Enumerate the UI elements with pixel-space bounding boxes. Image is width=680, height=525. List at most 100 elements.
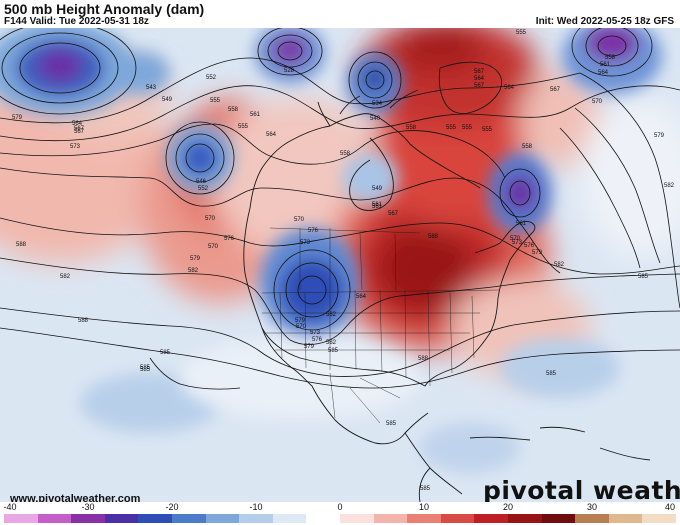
contour-label: 558	[340, 151, 351, 157]
init-time: Init: Wed 2022-05-25 18z GFS	[535, 16, 674, 27]
contour-label: 573	[310, 330, 321, 336]
colorbar-segment	[138, 514, 173, 523]
colorbar-segment	[608, 514, 643, 523]
contour-label: 558	[605, 55, 616, 61]
contour-label: 588	[428, 234, 439, 240]
colorbar-segment	[541, 514, 576, 523]
contour-label: 579	[12, 115, 23, 121]
contour-label: 582	[664, 183, 675, 189]
contour-label: 558	[406, 125, 417, 131]
contour-label: 588	[418, 356, 429, 362]
contour-label: 573	[300, 240, 311, 246]
contour-label: 561	[372, 202, 383, 208]
contour-label: 528	[284, 68, 295, 74]
contour-label: 561	[600, 62, 611, 68]
valid-time: F144 Valid: Tue 2022-05-31 18z	[4, 16, 149, 27]
colorbar-tick-label: 30	[586, 502, 598, 512]
contour-label: 564	[504, 85, 515, 91]
contour-label: 555	[446, 125, 457, 131]
map-header: 500 mb Height Anomaly (dam) F144 Valid: …	[0, 0, 680, 28]
contour-label: 576	[312, 337, 323, 343]
contour-label: 579	[190, 256, 201, 262]
contour-label: 570	[592, 99, 603, 105]
contour-label: 585	[160, 350, 171, 356]
contour-label: 564	[474, 76, 485, 82]
contour-label: 561	[250, 112, 261, 118]
colorbar-segment	[340, 514, 375, 523]
contour-labels: 552 555 546 543 549 552 555 558 561 564 …	[12, 30, 675, 492]
contour-label: 564	[266, 132, 277, 138]
contour-label: 588	[78, 318, 89, 324]
map-title: 500 mb Height Anomaly (dam)	[4, 1, 205, 17]
website-credit: www.pivotalweather.com	[10, 493, 141, 502]
colorbar-segment	[407, 514, 442, 523]
contour-label: 564	[356, 294, 367, 300]
colorbar-tick-label: -20	[165, 502, 179, 512]
contour-label: 579	[532, 250, 543, 256]
contour-label: 585	[386, 421, 397, 427]
colorbar-segment	[575, 514, 610, 523]
contour-label: 582	[188, 268, 199, 274]
contour-label: 543	[146, 85, 157, 91]
contour-label: 576	[524, 243, 535, 249]
negative-anomaly-field	[0, 28, 662, 473]
contour-label: 534	[372, 101, 383, 107]
contour-label: 570	[510, 236, 521, 242]
contour-label: 582	[60, 274, 71, 280]
colorbar-tick-label: 40	[664, 502, 676, 512]
colorbar-segment	[239, 514, 274, 523]
contour-label: 585	[420, 486, 431, 492]
contour-label: 555	[210, 98, 221, 104]
contour-label: 546	[196, 179, 207, 185]
colorbar-segment	[272, 514, 307, 523]
contour-label: 570	[296, 324, 307, 330]
contour-label: 582	[326, 340, 337, 346]
contour-label: 558	[522, 144, 533, 150]
contour-label: 561	[372, 204, 383, 210]
colorbar-segment	[37, 514, 72, 523]
colorbar-segment	[4, 514, 39, 523]
contour-label: 555	[238, 124, 249, 130]
contour-label: 549	[372, 186, 383, 192]
contour-label: 555	[462, 125, 473, 131]
contour-label: 555	[482, 127, 493, 133]
contour-label: 585	[638, 274, 649, 280]
contour-label: 582	[554, 262, 565, 268]
contour-label: 573	[70, 144, 81, 150]
contour-label: 570	[294, 217, 305, 223]
height-contours	[0, 28, 680, 390]
contour-label: 570	[205, 216, 216, 222]
colorbar-segment	[474, 514, 509, 523]
contour-label: 570	[208, 244, 219, 250]
contour-label: 564	[598, 70, 609, 76]
contour-label: 588	[16, 242, 27, 248]
contour-label: 555	[516, 30, 527, 36]
contour-label: 579	[295, 318, 306, 324]
contour-label: 567	[550, 87, 561, 93]
contour-label: 549	[162, 97, 173, 103]
contour-label: 573	[512, 240, 523, 246]
contour-label: 561	[516, 221, 527, 227]
colorbar-segment	[306, 514, 341, 523]
contour-label: 558	[228, 107, 239, 113]
contour-label: 567	[74, 126, 85, 132]
colorbar-segment	[172, 514, 207, 523]
map-canvas: 552 555 546 543 549 552 555 558 561 564 …	[0, 28, 680, 502]
contour-label: 579	[304, 344, 315, 350]
colorbar-tick-label: -10	[249, 502, 263, 512]
contour-label: 540	[370, 116, 381, 122]
colorbar-gradient	[4, 514, 677, 523]
colorbar-segment	[373, 514, 408, 523]
contour-label: 567	[74, 129, 85, 135]
contour-label: 567	[388, 211, 399, 217]
colorbar-segment	[508, 514, 543, 523]
coastlines	[243, 61, 651, 502]
contour-label: 582	[326, 312, 337, 318]
colorbar-tick-label: 0	[337, 502, 343, 512]
colorbar-segment	[205, 514, 240, 523]
contour-label: 552	[198, 186, 209, 192]
contour-label: 576	[224, 236, 235, 242]
contour-label: 576	[308, 228, 319, 234]
contour-label: 585	[328, 348, 339, 354]
colorbar-segment	[642, 514, 677, 523]
